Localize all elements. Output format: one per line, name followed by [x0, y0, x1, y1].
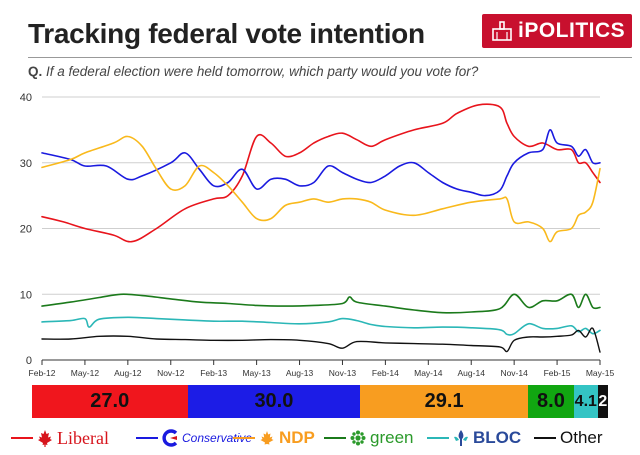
legend-label: BLOC	[473, 428, 522, 447]
series-line-conservative	[41, 129, 601, 197]
y-tick-label: 0	[26, 355, 32, 367]
bloc-fleur-icon	[454, 430, 468, 446]
maple-leaf-icon	[38, 430, 52, 447]
legend-swatch	[136, 437, 158, 439]
y-tick-label: 30	[20, 158, 32, 170]
result-other: 2	[597, 385, 608, 418]
question-prefix: Q.	[28, 64, 43, 79]
x-tick-label: May-14	[414, 368, 443, 378]
series-line-liberal	[41, 103, 601, 243]
chart-gridlines	[42, 96, 600, 295]
legend-swatch	[233, 437, 255, 439]
green-flower-icon	[350, 430, 366, 446]
x-tick-label: Nov-14	[500, 368, 528, 378]
chart-tick-labels: 0 10 20 30 40 Feb-12 May-12 Aug-12 Nov-12 Feb-13 M…	[20, 92, 615, 378]
x-tick-label: Feb-14	[372, 368, 399, 378]
parliament-icon	[492, 21, 512, 41]
legend-item-liberal: Liberal	[10, 424, 109, 452]
legend-item-bloc: BLOC	[426, 424, 521, 452]
result-ndp: 29.1	[360, 385, 528, 418]
conservative-c-icon	[162, 429, 178, 447]
legend-swatch	[324, 437, 346, 439]
x-tick-label: May-13	[242, 368, 271, 378]
x-tick-label: Feb-13	[200, 368, 227, 378]
survey-question: Q. If a federal election were held tomor…	[28, 64, 478, 79]
legend-label: NDP	[279, 428, 315, 447]
page-title: Tracking federal vote intention	[28, 18, 425, 49]
result-green: 8.0	[527, 385, 574, 418]
title-divider	[28, 57, 632, 58]
y-tick-label: 20	[20, 224, 32, 236]
x-tick-label: Feb-15	[544, 368, 571, 378]
series-line-bloc	[41, 316, 601, 336]
result-conservative: 30.0	[187, 385, 361, 418]
orange-leaf-icon	[260, 431, 274, 445]
series-line-green	[41, 293, 601, 314]
x-tick-label: Nov-12	[157, 368, 185, 378]
legend-item-conservative: Conservative	[135, 424, 252, 452]
y-tick-label: 10	[20, 289, 32, 301]
x-tick-label: Aug-13	[286, 368, 314, 378]
legend-label: green	[370, 428, 414, 447]
legend-label: Liberal	[57, 427, 109, 448]
legend-swatch	[11, 437, 33, 439]
result-bloc: 4.1	[574, 385, 598, 418]
x-tick-label: Aug-12	[114, 368, 142, 378]
x-tick-label: Nov-13	[329, 368, 357, 378]
series-line-ndp	[41, 135, 601, 243]
question-text: If a federal election were held tomorrow…	[46, 64, 479, 79]
x-tick-label: Feb-12	[29, 368, 56, 378]
x-tick-label: May-12	[71, 368, 100, 378]
legend-label: Other	[560, 428, 603, 447]
legend-item-ndp: NDP	[232, 424, 315, 452]
vote-intention-chart: 0 10 20 30 40 Feb-12 May-12 Aug-12 Nov-12 Feb-13 M…	[20, 92, 615, 378]
current-results-bar: 27.0 30.0 29.1 8.0 4.1 2	[32, 385, 608, 418]
chart-series	[41, 103, 601, 353]
chart-axes	[41, 359, 601, 365]
legend-label: Conservative	[182, 431, 253, 445]
x-tick-label: Aug-14	[458, 368, 486, 378]
legend-item-other: Other	[533, 424, 603, 452]
ipolitics-logo: iPOLITICS	[482, 14, 632, 48]
series-line-other	[41, 327, 601, 353]
legend-swatch	[534, 437, 556, 439]
logo-text: iPOLITICS	[518, 19, 626, 42]
result-liberal: 27.0	[32, 385, 188, 418]
chart-legend: Liberal Conservative NDP green BLOC Other	[10, 424, 640, 452]
x-tick-label: May-15	[586, 368, 615, 378]
legend-item-green: green	[323, 424, 413, 452]
y-tick-label: 40	[20, 92, 32, 104]
legend-swatch	[427, 437, 449, 439]
